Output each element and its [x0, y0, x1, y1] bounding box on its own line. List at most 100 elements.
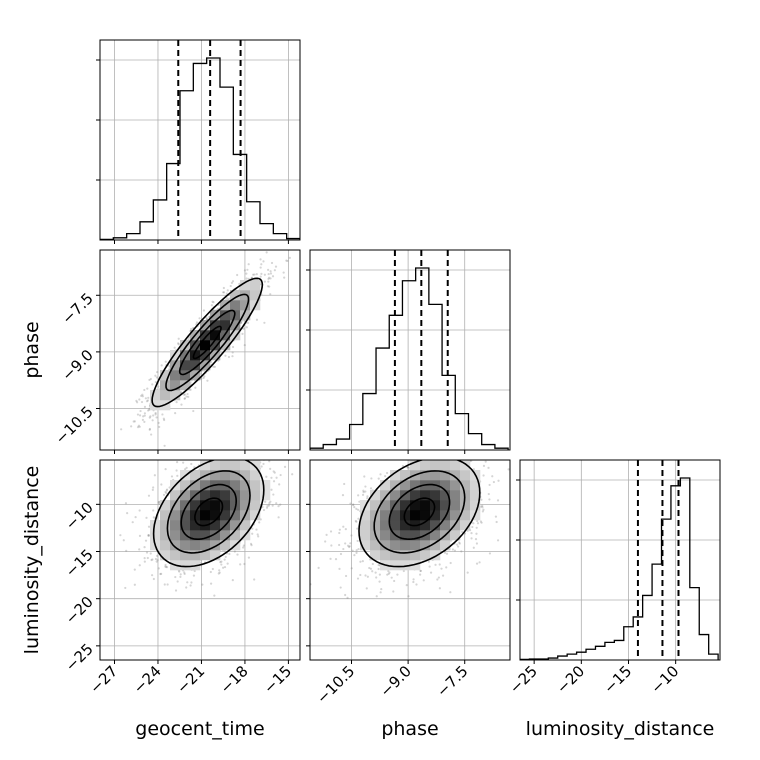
scatter-point [357, 494, 360, 497]
scatter-point [479, 520, 482, 523]
scatter-point [190, 581, 193, 584]
scatter-point [124, 502, 128, 505]
density-cell [250, 460, 261, 471]
density-cell [200, 510, 211, 521]
scatter-point [190, 462, 193, 466]
scatter-point [260, 272, 263, 275]
density-cell [170, 540, 181, 551]
scatter-point [147, 534, 150, 538]
scatter-point [162, 417, 165, 420]
density-cell [220, 540, 231, 551]
scatter-point [475, 532, 478, 535]
density-cell [170, 370, 181, 381]
scatter-point [186, 392, 189, 396]
density-cell [170, 500, 181, 511]
scatter-point [154, 374, 157, 377]
density-cell [210, 460, 221, 471]
scatter-point [165, 565, 168, 569]
density-cell [160, 550, 171, 561]
scatter-point [277, 516, 280, 519]
scatter-point [357, 547, 360, 551]
scatter-point [154, 412, 157, 415]
scatter-point [148, 378, 151, 382]
scatter-point [266, 285, 269, 288]
scatter-point [151, 488, 154, 491]
scatter-point [387, 569, 390, 573]
density-cell [160, 520, 171, 531]
scatter-point [379, 591, 382, 594]
scatter-point [143, 546, 146, 549]
scatter-point [141, 418, 144, 421]
scatter-point [175, 461, 179, 464]
scatter-point [231, 579, 234, 582]
scatter-point [269, 467, 272, 470]
scatter-point [165, 489, 168, 492]
density-frame [99, 459, 301, 661]
density-cell [190, 480, 201, 491]
scatter-point [334, 558, 338, 561]
scatter-point [176, 474, 179, 477]
density-cell [220, 490, 231, 501]
density-cell [160, 370, 171, 381]
scatter-point [139, 409, 142, 413]
scatter-point [183, 571, 186, 574]
scatter-point [356, 577, 360, 580]
scatter-point [377, 563, 380, 567]
scatter-point [271, 504, 274, 507]
scatter-point [176, 580, 179, 583]
scatter-point [262, 508, 266, 512]
density-cell [160, 380, 171, 391]
scatter-point [387, 572, 390, 575]
scatter-point [406, 466, 409, 469]
density-cell [170, 550, 181, 561]
scatter-point [353, 506, 356, 509]
scatter-point [263, 273, 266, 276]
scatter-point [258, 521, 261, 524]
scatter-point [438, 587, 441, 590]
scatter-point [354, 519, 357, 523]
scatter-point [361, 493, 365, 496]
scatter-point [236, 553, 239, 556]
scatter-point [148, 427, 152, 431]
scatter-point [189, 327, 193, 331]
scatter-point [245, 272, 248, 275]
density-cell [180, 560, 191, 571]
scatter-point [151, 558, 154, 561]
scatter-point [156, 559, 159, 562]
density-cell [180, 550, 191, 561]
scatter-point [437, 576, 440, 579]
density-cell [190, 360, 201, 371]
scatter-point [279, 503, 282, 506]
scatter-point [157, 567, 160, 570]
scatter-point [453, 549, 457, 552]
scatter-point [268, 501, 271, 505]
scatter-point [472, 468, 475, 471]
scatter-point [488, 483, 491, 487]
scatter-point [267, 277, 270, 280]
scatter-point [227, 355, 231, 359]
histogram-step-phase [310, 267, 509, 450]
scatter-point [269, 293, 272, 296]
scatter-point [491, 475, 494, 478]
scatter-point [279, 473, 282, 477]
scatter-point [364, 490, 367, 493]
scatter-point [166, 583, 169, 586]
density-cell [200, 500, 211, 511]
density-cell [210, 520, 221, 531]
scatter-point [344, 527, 347, 531]
density-cell [230, 480, 241, 491]
scatter-point [385, 471, 389, 475]
scatter-point [136, 413, 140, 416]
scatter-point [255, 318, 259, 321]
scatter-point [350, 567, 353, 570]
density-cell [250, 480, 261, 491]
scatter-point [384, 475, 387, 478]
contour-line [192, 325, 222, 360]
scatter-point [193, 466, 196, 469]
scatter-point [396, 573, 399, 576]
density-cell [160, 510, 171, 521]
scatter-point [436, 578, 439, 581]
scatter-point [476, 522, 480, 525]
contour-line [180, 483, 238, 540]
scatter-point [211, 300, 214, 303]
